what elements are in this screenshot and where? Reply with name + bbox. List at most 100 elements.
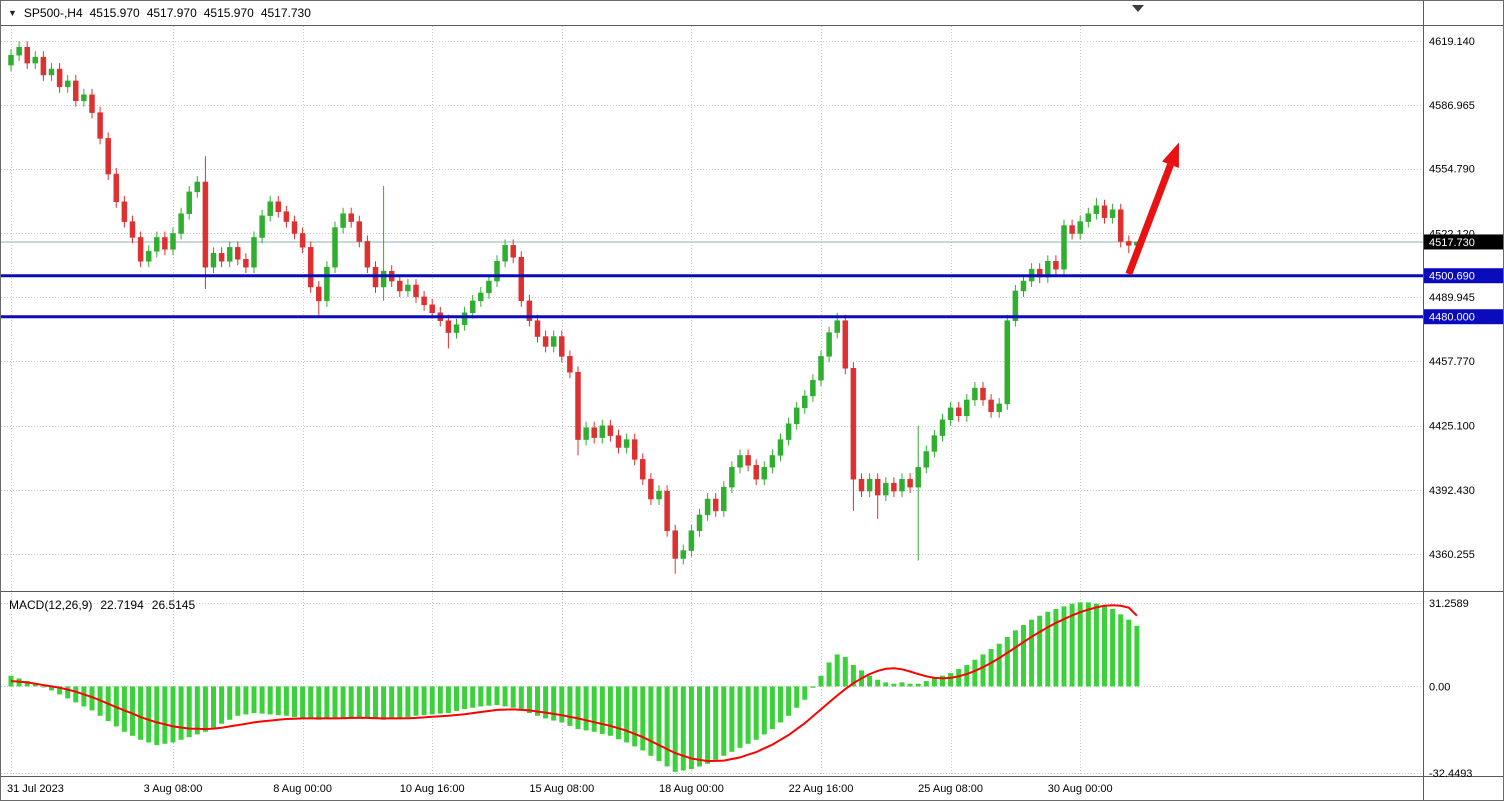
candle (1012, 285, 1019, 327)
candle (348, 207, 354, 228)
candle (672, 524, 678, 574)
candle (550, 330, 557, 353)
candle (648, 473, 654, 505)
candle (194, 176, 201, 198)
trend-arrow[interactable] (1125, 142, 1180, 276)
price-axis-label: 4360.255 (1429, 549, 1475, 561)
candle (307, 241, 314, 293)
price-axis-label: 4457.770 (1429, 356, 1475, 368)
candle (113, 168, 120, 208)
candle (899, 473, 905, 498)
macd-indicator-label: MACD(12,26,9) 22.7194 26.5145 (9, 598, 195, 612)
candle (1109, 203, 1116, 224)
candle (583, 421, 589, 446)
candle (40, 51, 47, 81)
symbol-period-label: SP500-,H4 (23, 6, 83, 20)
candle (275, 195, 282, 218)
chart-shift-marker-icon[interactable] (1132, 5, 1144, 12)
candle (939, 413, 946, 442)
macd-axis-label: 31.2589 (1429, 598, 1469, 610)
candle (534, 314, 541, 343)
candle (712, 493, 719, 517)
candle (802, 390, 808, 414)
candle (858, 473, 865, 498)
candle (226, 241, 233, 268)
candles-layer (8, 41, 1140, 574)
candle (785, 417, 792, 446)
candle (542, 330, 549, 353)
candle (494, 255, 500, 287)
bar-close-value: 4517.730 (260, 6, 311, 20)
candle (364, 235, 371, 274)
candle (810, 374, 816, 402)
candle (469, 294, 476, 319)
candle (137, 231, 144, 268)
level-price-tag: 4480.000 (1424, 309, 1503, 325)
candle (1093, 197, 1100, 220)
time-axis-label: 25 Aug 08:00 (918, 783, 983, 795)
candle (923, 445, 930, 474)
level-price-tag: 4500.690 (1424, 268, 1503, 284)
candle (688, 524, 695, 557)
candle (793, 401, 800, 430)
grid-layer (1, 26, 1423, 776)
candle (1053, 255, 1059, 276)
candle (559, 330, 565, 363)
candle (332, 221, 338, 274)
price-axis-label: 4392.430 (1429, 485, 1475, 497)
candle (607, 419, 614, 442)
candle (615, 429, 622, 454)
candle (1085, 207, 1092, 228)
candle (631, 433, 638, 466)
candle (178, 207, 184, 240)
candle (729, 461, 735, 494)
candle (931, 429, 938, 458)
price-axis[interactable]: 4619.1404586.9654554.7904522.1204489.945… (1429, 36, 1475, 780)
candle (340, 207, 346, 234)
candle (1061, 219, 1067, 276)
symbol-dropdown-icon[interactable]: ▼ (8, 7, 17, 18)
candle (850, 362, 857, 511)
candle (251, 231, 257, 274)
macd-plot-area[interactable] (1, 593, 1423, 776)
time-axis-label: 8 Aug 00:00 (273, 783, 332, 795)
candle (283, 205, 290, 228)
candle (421, 290, 427, 311)
price-axis-label: 4489.945 (1429, 292, 1475, 304)
candle (299, 227, 306, 254)
candle (526, 294, 533, 327)
candle (696, 508, 703, 537)
candle (680, 544, 687, 565)
candle (753, 459, 759, 486)
candle (380, 185, 387, 301)
candle (218, 247, 225, 268)
candle (486, 275, 492, 299)
candle (210, 247, 217, 274)
candle (518, 251, 525, 307)
time-axis-label: 3 Aug 08:00 (144, 783, 203, 795)
candle (891, 477, 897, 498)
candle (235, 241, 241, 266)
macd-axis-label: 0.00 (1429, 681, 1450, 693)
candle (737, 449, 743, 474)
candle (996, 397, 1002, 418)
candle (461, 306, 468, 331)
candle (105, 132, 111, 180)
candle (97, 106, 103, 145)
time-axis-label: 31 Jul 2023 (7, 783, 64, 795)
chart-plot-area[interactable] (1, 26, 1423, 591)
candle (154, 231, 160, 258)
candle (761, 461, 768, 486)
candle (121, 195, 128, 228)
candle (623, 433, 630, 454)
candle (567, 350, 573, 379)
candle (955, 401, 962, 422)
time-axis[interactable]: 31 Jul 2023 3 Aug 08:00 8 Aug 00:00 10 Aug … (7, 783, 1113, 795)
candle (980, 382, 986, 406)
candle (1020, 275, 1027, 297)
candle (202, 156, 209, 289)
candle (1069, 219, 1075, 240)
candle (907, 473, 913, 494)
